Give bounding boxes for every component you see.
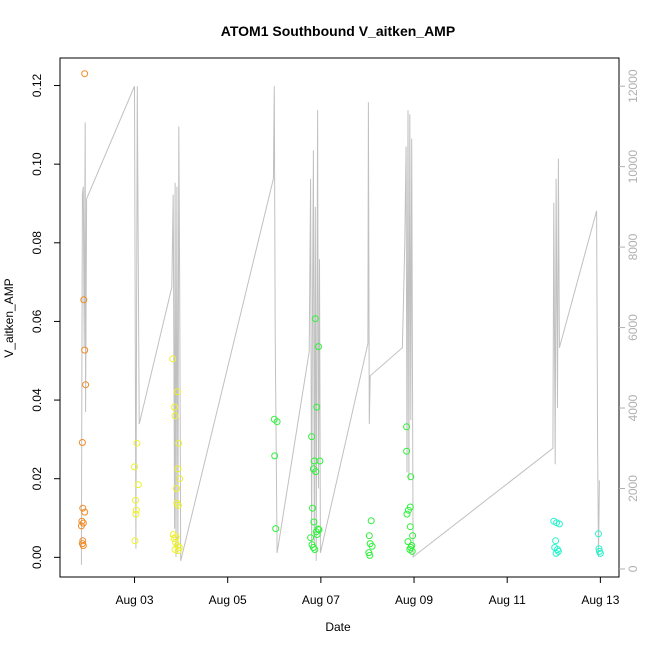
data-point [133,439,141,447]
y2-tick-label: 0 [626,565,640,572]
y-axis-label: V_aitken_AMP [2,278,16,357]
data-point [554,547,562,555]
data-point [404,538,412,546]
x-tick-label: Aug 11 [489,593,526,607]
y-tick-label: 0.04 [30,388,44,412]
data-point [403,510,411,518]
plot-frame [59,57,620,578]
data-point [552,537,560,545]
data-point [169,355,177,363]
y-tick-label: 0.10 [30,152,44,176]
y2-tick-label: 6000 [626,314,640,341]
data-point [365,532,373,540]
y2-tick-label: 8000 [626,233,640,260]
y2-tick-label: 10000 [626,150,640,184]
y2-tick-label: 12000 [626,69,640,103]
data-point [313,531,321,538]
data-point [552,549,560,557]
data-point [78,439,86,446]
y2-axis: 0 2000 4000 6000 8000 10000 12000 [619,69,640,572]
data-point [555,520,563,528]
data-point [175,544,183,551]
data-point [81,508,89,516]
data-point [309,504,316,512]
data-point [80,296,88,304]
data-point [310,518,318,526]
data-point [171,546,179,553]
data-point [307,534,315,542]
data-point [79,504,87,512]
data-point [409,532,417,540]
data-point [272,525,280,533]
data-point [174,465,182,473]
data-point [271,452,279,460]
data-point [170,535,178,542]
y-tick-label: 0.12 [30,74,44,98]
y2-tick-label: 4000 [626,394,640,421]
data-point [367,517,375,525]
data-point [176,475,184,483]
data-point [311,315,319,323]
data-point [311,546,319,553]
data-point [404,506,412,514]
data-point [173,485,180,492]
data-point [81,346,89,354]
y-axis: 0.00 0.02 0.04 0.06 0.08 0.10 0.12 [30,74,60,569]
data-point [171,403,179,411]
data-point [132,510,140,518]
data-point [131,463,138,471]
data-point [595,545,603,553]
data-point [368,542,376,550]
x-tick-label: Aug 05 [209,593,247,607]
data-point [308,433,316,441]
data-point [312,468,320,476]
data-point [132,496,139,504]
x-axis: Aug 03 Aug 05 Aug 07 Aug 09 Aug 11 Aug 13 [116,577,620,607]
data-point [78,517,86,525]
y-tick-label: 0.00 [30,545,44,569]
data-point [173,388,181,396]
data-point [174,547,182,555]
data-point [82,381,90,389]
x-tick-label: Aug 07 [302,593,340,607]
data-point [273,418,281,426]
data-point [77,522,85,530]
data-point [406,523,414,531]
data-point [403,447,411,455]
data-point [313,403,321,411]
data-point [595,530,602,538]
data-point [173,542,181,549]
data-point [175,439,183,447]
data-point [315,343,322,351]
data-point [403,423,411,431]
x-tick-label: Aug 09 [395,593,433,607]
x-tick-label: Aug 13 [581,593,619,607]
data-point [134,481,142,489]
x-axis-label: Date [325,620,351,634]
y-tick-label: 0.08 [30,231,44,255]
data-point [131,537,139,545]
data-point [132,506,140,514]
data-point [171,412,179,420]
scatter-points-layer [77,70,604,559]
data-point [79,542,87,549]
data-point [174,501,182,509]
data-point [309,544,317,551]
data-point [408,547,416,555]
data-point [366,551,374,559]
data-point [79,537,87,545]
chart-title: ATOM1 Southbound V_aitken_AMP [221,23,455,39]
data-point [81,70,89,78]
data-point [407,473,415,481]
y2-tick-label: 2000 [626,475,640,502]
data-point [316,457,324,465]
x-tick-label: Aug 03 [116,593,154,607]
data-point [596,549,604,557]
y-tick-label: 0.02 [30,467,44,491]
y-tick-label: 0.06 [30,309,44,333]
